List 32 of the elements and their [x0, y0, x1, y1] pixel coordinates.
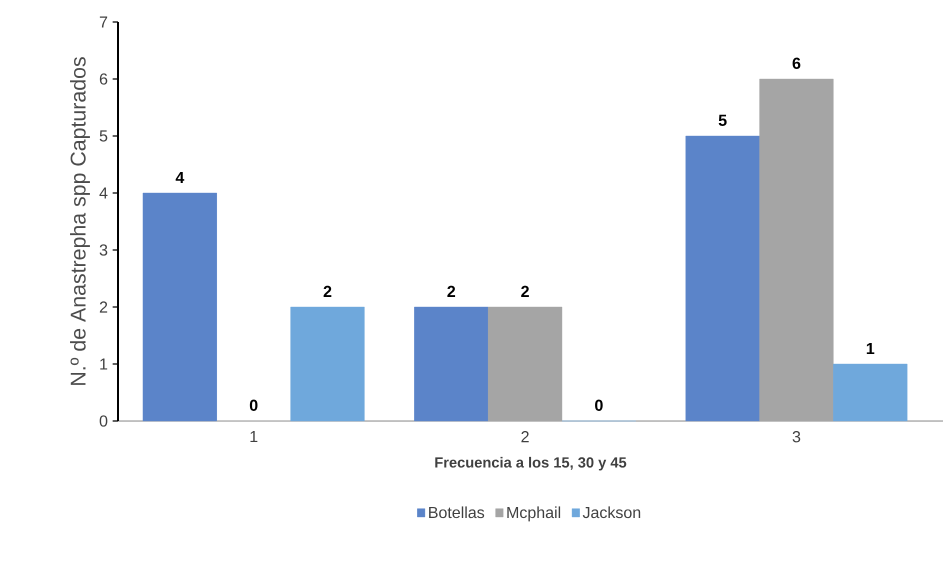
- x-axis-title: Frecuencia a los 15, 30 y 45: [435, 456, 626, 471]
- data-label: 1: [866, 342, 874, 354]
- data-label: 2: [521, 286, 529, 297]
- y-tick-label: 5: [100, 130, 108, 142]
- bar: [759, 78, 834, 422]
- bar: [686, 136, 760, 422]
- y-tick-label: 2: [100, 301, 108, 313]
- bar: [833, 364, 908, 422]
- bar: [142, 192, 217, 422]
- data-label: 6: [792, 58, 800, 69]
- y-axis-title: N.º de Anastrepha spp Capturados: [70, 57, 90, 385]
- data-label: 4: [176, 172, 184, 183]
- data-label: 2: [324, 286, 332, 297]
- y-tick-label: 1: [100, 358, 108, 370]
- legend-label: Botellas: [429, 506, 484, 518]
- x-tick-label: 2: [521, 431, 529, 442]
- y-tick-label: 4: [99, 188, 108, 199]
- y-tick-label: 7: [100, 16, 108, 28]
- y-tick-label: 6: [100, 73, 108, 85]
- data-label: 0: [250, 400, 258, 411]
- y-tick-label: 3: [100, 244, 108, 256]
- legend-label: Mcphail: [507, 506, 560, 522]
- x-tick-label: 3: [792, 431, 800, 442]
- legend-label: Jackson: [582, 506, 640, 518]
- y-tick-label: 0: [100, 415, 108, 427]
- bar: [290, 306, 365, 422]
- x-tick-label: 1: [250, 431, 258, 442]
- data-label: 2: [447, 286, 456, 297]
- bar: [488, 306, 562, 422]
- data-label: 0: [595, 400, 603, 411]
- bar: [414, 306, 488, 422]
- data-label: 5: [718, 114, 727, 126]
